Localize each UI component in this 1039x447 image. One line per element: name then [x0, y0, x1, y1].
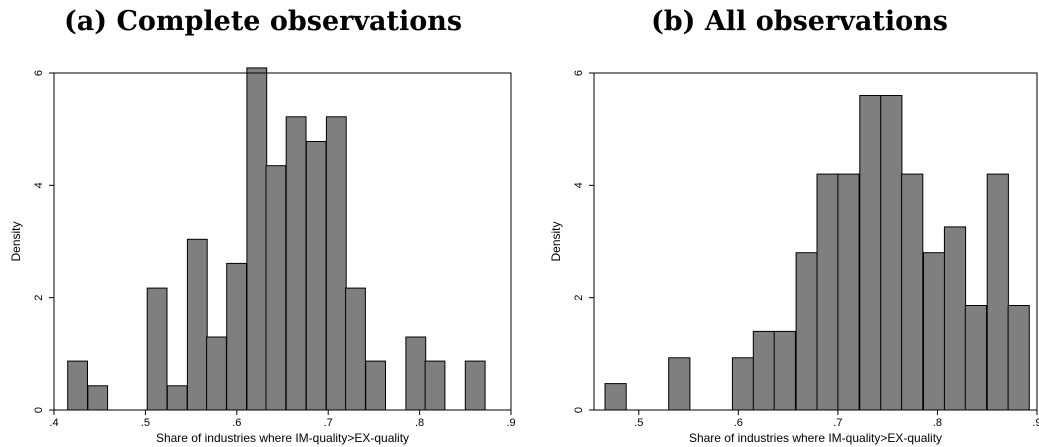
x-tick-label: .8	[933, 417, 942, 429]
y-tick-label: 2	[33, 295, 45, 301]
histogram-bar	[325, 116, 347, 411]
histogram-bar	[859, 95, 882, 411]
y-tick-label: 4	[33, 182, 45, 188]
histogram-bar	[604, 383, 627, 411]
y-tick-label: 2	[573, 295, 585, 301]
histogram-bar	[668, 357, 691, 411]
histogram-bar	[923, 252, 946, 411]
histogram-bar	[424, 360, 446, 411]
histogram-bar	[365, 360, 387, 411]
x-tick-label: .6	[232, 417, 241, 429]
histogram-bar	[146, 287, 168, 411]
histogram-bar	[837, 173, 860, 411]
histogram-bar	[752, 330, 775, 411]
y-tick-label: 6	[573, 70, 585, 76]
panel-b-title: (b) All observations	[651, 6, 948, 37]
histogram-bar	[795, 252, 818, 411]
histogram-bar	[1007, 305, 1030, 411]
x-tick-label: .9	[1032, 417, 1039, 429]
histogram-bar	[67, 360, 88, 411]
histogram-bar	[87, 385, 109, 411]
y-tick-label: 0	[33, 407, 45, 413]
y-tick-label: 6	[33, 70, 45, 76]
x-tick-label: .6	[734, 417, 743, 429]
histogram-bar	[206, 336, 227, 411]
histogram-bar	[731, 357, 755, 411]
x-tick-label: .9	[506, 417, 515, 429]
histogram-bar	[226, 262, 247, 411]
y-axis-title: Density	[9, 221, 23, 261]
x-tick-label: .5	[634, 417, 643, 429]
y-axis-title: Density	[549, 221, 563, 261]
plot-frame	[53, 72, 512, 411]
x-axis-title: Share of industries where IM-quality>EX-…	[156, 431, 409, 445]
histogram-bar	[901, 173, 924, 411]
histogram-bar	[166, 385, 188, 411]
x-tick-label: .5	[141, 417, 150, 429]
histogram-bar	[405, 336, 427, 411]
histogram-bar	[816, 173, 839, 411]
histogram-bar	[345, 287, 366, 411]
histogram-bar	[186, 238, 208, 411]
x-tick-label: .4	[49, 417, 58, 429]
y-tick-label: 4	[573, 182, 585, 188]
histogram-bar	[986, 173, 1009, 411]
x-tick-label: .8	[415, 417, 424, 429]
panel-a-title: (a) Complete observations	[64, 6, 463, 37]
plot-frame	[593, 72, 1038, 411]
histogram-bar	[285, 116, 307, 411]
histogram-bar	[964, 305, 987, 411]
histogram-bar	[943, 226, 967, 411]
histogram-bar	[773, 330, 796, 411]
histogram-bar	[305, 141, 327, 411]
x-tick-label: .7	[833, 417, 842, 429]
histogram-bar	[246, 67, 268, 411]
histogram-bar	[265, 165, 287, 411]
x-axis-title: Share of industries where IM-quality>EX-…	[689, 431, 942, 445]
histogram-bar	[880, 95, 903, 411]
histogram-bar	[464, 360, 486, 411]
histogram-panel-a: .4 .5 .6 .7 .8 .9 0 2 4 6 Share of industries wher…	[9, 67, 516, 445]
y-tick-label: 0	[573, 407, 585, 413]
histogram-panel-b: .5 .6 .7 .8 .9 0 2 4 6 Share of industries where …	[549, 70, 1039, 445]
x-tick-label: .7	[324, 417, 333, 429]
